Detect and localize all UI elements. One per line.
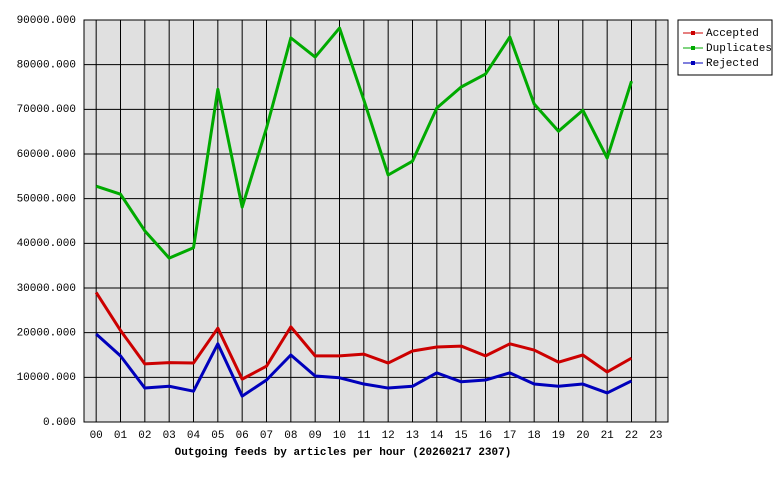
x-tick-label: 08: [284, 430, 297, 442]
y-tick-label: 40000.000: [17, 238, 76, 250]
x-tick-label: 17: [503, 430, 516, 442]
x-tick-label: 06: [236, 430, 249, 442]
x-tick-label: 23: [649, 430, 662, 442]
x-tick-label: 16: [479, 430, 492, 442]
y-tick-label: 90000.000: [17, 15, 76, 27]
legend-marker: [691, 46, 695, 50]
y-tick-label: 80000.000: [17, 60, 76, 72]
plot-area: [83, 19, 669, 423]
x-tick-label: 20: [576, 430, 589, 442]
y-tick-label: 0.000: [43, 417, 76, 429]
y-tick-label: 20000.000: [17, 328, 76, 340]
x-tick-label: 07: [260, 430, 273, 442]
x-tick-label: 02: [138, 430, 151, 442]
series-line: [94, 291, 633, 381]
series-line: [95, 26, 633, 260]
x-tick-label: 11: [357, 430, 371, 442]
x-tick-label: 13: [406, 430, 419, 442]
x-tick-label: 22: [625, 430, 638, 442]
x-tick-label: 10: [333, 430, 346, 442]
x-tick-label: 18: [528, 430, 541, 442]
legend-marker: [691, 31, 695, 35]
x-tick-label: 05: [211, 430, 224, 442]
y-tick-label: 30000.000: [17, 283, 76, 295]
series-line: [95, 332, 633, 398]
x-tick-label: 01: [114, 430, 128, 442]
x-tick-label: 03: [163, 430, 176, 442]
x-tick-label: 21: [601, 430, 615, 442]
legend-label: Duplicates: [706, 43, 772, 55]
x-tick-label: 00: [90, 430, 103, 442]
x-tick-label: 19: [552, 430, 565, 442]
legend-label: Accepted: [706, 28, 759, 40]
y-tick-label: 70000.000: [17, 104, 76, 116]
x-tick-label: 12: [382, 430, 395, 442]
y-tick-label: 50000.000: [17, 194, 76, 206]
x-tick-label: 15: [455, 430, 468, 442]
x-axis-label: Outgoing feeds by articles per hour (202…: [175, 447, 512, 459]
x-tick-label: 04: [187, 430, 201, 442]
legend-marker: [691, 61, 695, 65]
legend-label: Rejected: [706, 58, 759, 70]
y-tick-label: 10000.000: [17, 372, 76, 384]
y-tick-label: 60000.000: [17, 149, 76, 161]
x-tick-label: 09: [309, 430, 322, 442]
x-tick-label: 14: [430, 430, 444, 442]
